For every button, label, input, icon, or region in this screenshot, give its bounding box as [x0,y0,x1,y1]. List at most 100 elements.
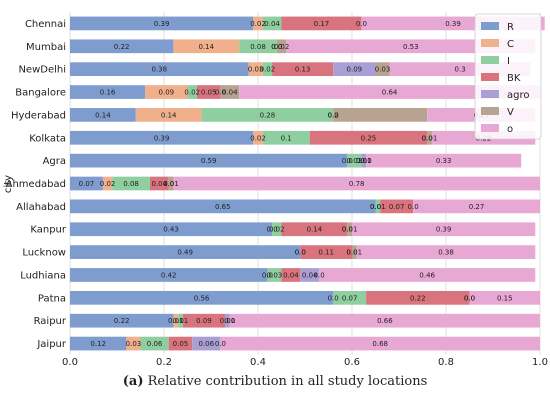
bar-segment-C [126,336,141,351]
bar-segment-agro [225,313,230,328]
bar-segment-BK [366,290,470,305]
data-label: 0.38 [152,66,168,74]
data-label: 0.02 [250,20,266,28]
x-tick-label: 1.0 [532,357,548,368]
bar-segment-I [267,268,282,282]
bar-segment-I [178,313,183,328]
data-label: 0.25 [361,134,377,142]
bar-segment-R [70,39,174,54]
bar-segment-o [229,313,541,328]
bar-segment-R [70,222,273,237]
data-label: 0.01 [220,317,236,325]
data-label: 0.05 [173,340,189,348]
legend-swatch [481,39,499,47]
bar-segment-R [70,245,301,259]
bar-segment-agro [361,153,367,168]
y-tick-label: Jaipur [36,339,67,350]
data-label: 0.03 [248,66,264,74]
data-label: 0.04 [264,20,280,28]
bar-segment-I [272,222,282,237]
bar-segment-R [70,85,146,99]
data-label: 0.0 [314,271,325,279]
data-label: 0.04 [152,180,168,188]
y-tick-labels: Chennai Mumbai NewDelhi Bangalore Hyderabad K… [6,19,67,350]
data-label: 0.28 [260,111,276,119]
bar-segment-BK [272,62,334,77]
data-label: 0.0 [271,43,282,51]
bar-segment-I [187,85,197,99]
bar-segment-o [319,268,536,282]
data-label: 0.0 [215,89,226,97]
y-tick-label: Hyderabad [11,110,66,121]
data-label: 0.42 [161,271,177,279]
bar-segment-agro [192,336,221,351]
data-label: 0.0 [370,203,381,211]
data-label: 0.0 [267,226,278,234]
bar-segment-C [253,130,263,145]
bar-segment-o [173,176,540,191]
bar-segment-I [262,16,282,31]
bar-segment-I [112,176,150,191]
bar-segment-BK [182,313,226,328]
data-label: 0.07 [79,180,95,188]
legend-swatch [481,56,499,64]
y-tick-label: Ahmedabad [6,179,66,190]
bar-segment-C [145,85,188,99]
legend-label: V [507,107,514,118]
y-tick-label: Lucknow [22,248,66,259]
bar-segment-V [375,62,390,77]
data-label: 0.14 [95,111,111,119]
data-label: 0.0 [163,180,174,188]
data-label: 0.0 [271,43,282,51]
data-label: 0.09 [347,66,363,74]
bar-segment-agro [333,62,376,77]
data-label: 0.08 [123,180,139,188]
data-label: 0.22 [114,43,130,51]
data-label: 0.01 [342,226,358,234]
data-label: 0.05 [201,89,217,97]
legend: RCI BK agro Vo [474,13,542,140]
bar-segment-BK [300,245,352,259]
data-label: 0.12 [90,340,106,348]
data-label: 0.06 [199,340,215,348]
x-tick-label: 0.6 [344,357,360,368]
data-label: 0.17 [314,20,330,28]
data-label: 0.04 [283,271,299,279]
bar-segment-V [333,108,428,122]
y-tick-label: Patna [38,293,66,304]
figure-caption: (a) Relative contribution in all study l… [0,374,550,389]
bar-segment-I [140,336,169,351]
data-label: 0.64 [382,89,398,97]
data-label: 0.01 [370,203,386,211]
bar-segment-R [70,199,376,214]
data-label: 0.39 [436,226,452,234]
bar-segment-R [70,176,103,191]
bar-segment-o [220,336,540,351]
bar-segment-I [375,199,381,214]
data-label: 0.03 [375,66,391,74]
bar-segment-R [70,336,127,351]
bar-labels-group: 0.39 0.020.04 0.17 0.0 0.390.22 0.14 0.08 0.00.… [79,20,513,348]
data-label: 0.01 [168,317,184,325]
data-label: 0.27 [469,203,485,211]
data-label: 0.59 [201,157,217,165]
x-tick-label: 0.2 [156,357,172,368]
bar-segment-V [352,245,357,259]
data-label: 0.02 [184,89,200,97]
data-label: 0.0 [346,249,357,257]
data-label: 0.0 [356,157,367,165]
data-label: 0.01 [356,157,372,165]
data-label: 0.04 [302,271,318,279]
y-tick-label: Ludhiana [20,270,66,281]
data-label: 0.02 [274,43,290,51]
data-label: 0.02 [269,226,285,234]
data-label: 0.65 [215,203,231,211]
data-label: 0.07 [342,294,358,302]
bar-segment-o [356,245,536,259]
data-label: 0.01 [422,134,438,142]
data-label: 0.0 [356,20,367,28]
data-label: 0.43 [163,226,179,234]
data-label: 0.0 [361,157,372,165]
legend-label: I [507,56,510,67]
data-label: 0.0 [295,249,306,257]
